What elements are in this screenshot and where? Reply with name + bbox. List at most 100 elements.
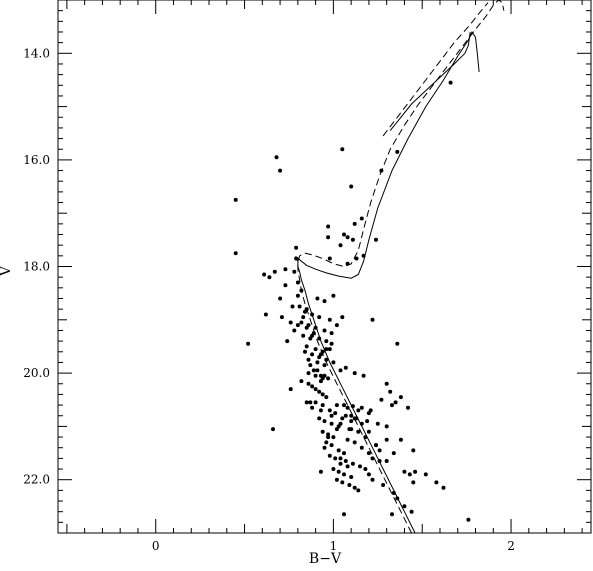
plot-frame [57, 0, 592, 534]
star-point [306, 357, 311, 362]
star-point [315, 296, 320, 301]
y-tick-label: 16.0 [23, 153, 50, 167]
star-point [331, 360, 336, 365]
star-point [393, 400, 398, 405]
star-point [326, 224, 331, 229]
star-point [304, 325, 309, 330]
star-point [322, 373, 327, 378]
star-point [366, 451, 371, 456]
star-point [384, 459, 389, 463]
star-point [329, 331, 334, 336]
star-point [374, 237, 378, 242]
solid-isochrone [295, 30, 480, 534]
star-point [322, 363, 327, 368]
star-point [342, 472, 346, 477]
star-point [359, 216, 364, 221]
star-point [327, 317, 332, 322]
star-point [310, 352, 315, 357]
y-tick-label: 14.0 [23, 46, 50, 60]
star-point [342, 403, 346, 408]
star-point [342, 451, 346, 456]
star-point [356, 429, 361, 434]
star-point [395, 341, 400, 346]
star-point [342, 512, 346, 517]
star-point [333, 411, 338, 416]
star-point [338, 243, 343, 248]
star-point [301, 315, 306, 320]
star-point [448, 80, 453, 85]
star-point [313, 325, 318, 330]
star-point [326, 235, 331, 240]
star-point [352, 485, 357, 490]
star-point [356, 488, 361, 493]
star-point [411, 448, 416, 453]
star-point [409, 509, 414, 514]
star-point [340, 147, 345, 152]
star-point [374, 443, 378, 448]
star-point [295, 280, 300, 285]
star-point [299, 379, 304, 384]
star-point [338, 456, 343, 461]
star-point [345, 405, 350, 410]
dashed-isochrone [297, 0, 505, 534]
star-point [267, 275, 272, 280]
star-point [308, 363, 313, 368]
star-point [329, 443, 334, 448]
star-point [294, 245, 299, 250]
star-point [402, 504, 407, 509]
star-point [326, 435, 331, 440]
star-point [349, 413, 354, 418]
star-point [311, 331, 316, 336]
star-point [308, 400, 313, 405]
star-point [384, 381, 389, 386]
star-point [315, 360, 320, 365]
star-point [391, 451, 396, 456]
star-point [299, 320, 304, 325]
star-point [363, 435, 368, 440]
star-point [441, 485, 446, 490]
star-point [327, 408, 332, 413]
star-point [359, 421, 364, 426]
star-point [363, 467, 368, 471]
star-point [327, 256, 332, 261]
star-point [377, 448, 382, 453]
star-point [317, 315, 322, 320]
star-point [324, 395, 329, 400]
star-point [345, 437, 350, 442]
star-point [379, 397, 384, 402]
isochrone-curves [295, 0, 505, 534]
star-point [359, 445, 364, 450]
star-point [388, 389, 393, 394]
star-point [311, 368, 316, 373]
star-point [398, 437, 403, 442]
x-tick-label: 1 [330, 539, 338, 553]
star-point [384, 437, 389, 442]
star-point [338, 368, 343, 373]
star-point [377, 459, 382, 463]
y-tick-label: 20.0 [23, 366, 50, 380]
star-point [283, 283, 288, 288]
star-point [313, 387, 318, 392]
star-point [336, 448, 341, 453]
star-point [317, 416, 322, 421]
star-point [315, 368, 320, 373]
star-point [334, 477, 339, 482]
star-point [423, 472, 428, 477]
star-point [349, 419, 354, 424]
star-point [326, 376, 331, 381]
x-axis-label: B−V [309, 551, 342, 567]
star-point [283, 267, 288, 272]
star-point [263, 312, 268, 317]
star-point [370, 477, 375, 482]
star-point [352, 371, 357, 376]
star-point [345, 235, 350, 240]
star-point [331, 293, 336, 298]
star-point [303, 349, 307, 354]
star-point [406, 405, 410, 410]
star-point [381, 483, 386, 487]
star-point [334, 323, 339, 328]
star-point [347, 427, 352, 432]
star-point [320, 403, 325, 408]
star-point [338, 461, 343, 466]
star-point [324, 339, 329, 344]
